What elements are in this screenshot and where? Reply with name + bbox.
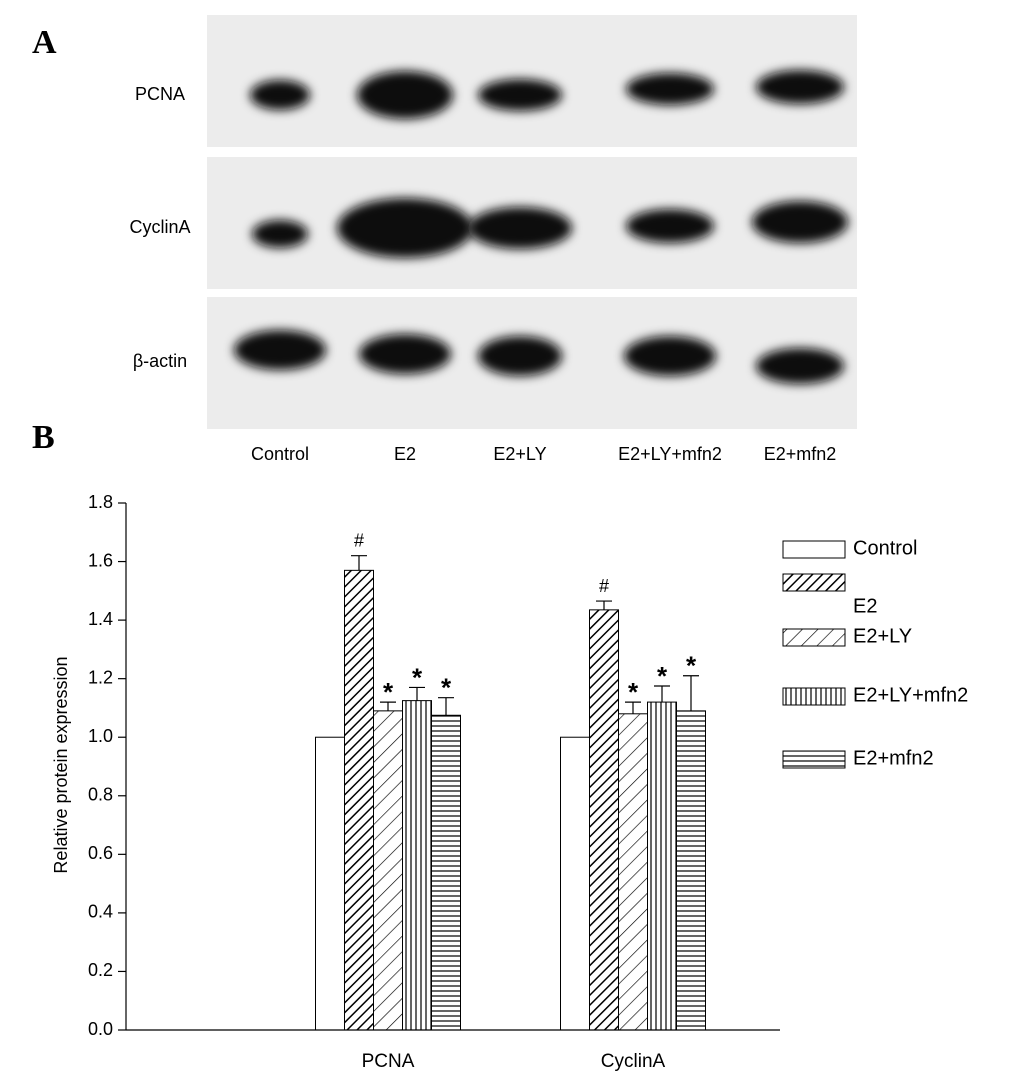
- panel-label: B: [32, 419, 55, 456]
- error-bar: [625, 701, 641, 714]
- bar: [315, 736, 345, 1031]
- significance-mark: #: [354, 530, 364, 550]
- bar: [676, 710, 706, 1031]
- blot-band: [478, 79, 562, 111]
- x-tick-label: PCNA: [362, 1051, 415, 1072]
- lane-label: E2: [394, 444, 416, 464]
- error-bar: [683, 675, 699, 711]
- legend-swatch: [782, 540, 846, 559]
- significance-mark: *: [383, 677, 394, 707]
- legend-label: E2: [853, 595, 877, 617]
- blot-band: [478, 336, 562, 376]
- error-bar: [596, 600, 612, 610]
- blot-row-label: β-actin: [133, 351, 187, 371]
- y-tick-label: 1.6: [88, 550, 113, 570]
- error-bar: [654, 685, 670, 703]
- blot-band: [337, 198, 473, 258]
- blot-band: [626, 73, 714, 105]
- lane-label: E2+mfn2: [764, 444, 837, 464]
- y-tick-label: 1.8: [88, 492, 113, 512]
- blot-band: [756, 348, 844, 384]
- bar: [560, 736, 590, 1031]
- blot-band: [359, 334, 451, 374]
- bar: [618, 713, 648, 1031]
- error-bar: [409, 686, 425, 701]
- lane-label: Control: [251, 444, 309, 464]
- y-tick-label: 1.2: [88, 667, 113, 687]
- legend-swatch: [782, 573, 846, 592]
- legend-label: E2+LY: [853, 625, 912, 647]
- blot-band: [756, 70, 844, 104]
- blot-band: [752, 201, 848, 243]
- bar: [344, 569, 374, 1031]
- blot-band: [250, 80, 310, 110]
- significance-mark: *: [657, 661, 668, 691]
- lane-label: E2+LY: [493, 444, 546, 464]
- legend-label: Control: [853, 537, 917, 559]
- legend-swatch: [782, 750, 846, 769]
- legend-swatch: [782, 687, 846, 706]
- blot-row-label: CyclinA: [129, 217, 190, 237]
- blot-row-label: PCNA: [135, 84, 185, 104]
- significance-mark: *: [628, 677, 639, 707]
- blot-band: [468, 207, 572, 249]
- bar: [647, 701, 677, 1031]
- significance-mark: *: [412, 662, 423, 692]
- x-tick-label: CyclinA: [601, 1051, 666, 1072]
- y-tick-label: 0.6: [88, 843, 113, 863]
- blot-band: [357, 71, 453, 119]
- y-tick-label: 1.0: [88, 726, 113, 746]
- lane-label: E2+LY+mfn2: [618, 444, 722, 464]
- error-bar: [438, 697, 454, 716]
- significance-mark: *: [686, 651, 697, 681]
- y-tick-label: 0.4: [88, 902, 113, 922]
- western-blot: PCNA CyclinA β-actin Control E2 E2+LY E2+LY+mf…: [129, 15, 857, 464]
- panel-label: A: [32, 24, 57, 61]
- bar-chart: 0.0 0.2 0.4 0.6 0.8 1.0 1.2 1.4 1.6 1.8 PCNA # * * * Cy…: [88, 492, 968, 1072]
- y-tick-label: 1.4: [88, 609, 113, 629]
- error-bar: [351, 555, 367, 571]
- y-tick-label: 0.2: [88, 960, 113, 980]
- blot-band: [234, 330, 326, 370]
- error-bar: [380, 701, 396, 711]
- bar: [431, 714, 461, 1031]
- bar: [589, 609, 619, 1031]
- significance-mark: *: [441, 673, 452, 703]
- legend-label: E2+LY+mfn2: [853, 684, 968, 706]
- blot-band: [626, 209, 714, 243]
- legend-swatch: [782, 628, 846, 647]
- significance-mark: #: [599, 576, 609, 596]
- blot-band: [624, 336, 716, 376]
- bar: [402, 700, 432, 1031]
- blot-band: [252, 220, 308, 248]
- y-axis-label: Relative protein expression: [51, 656, 71, 873]
- y-tick-label: 0.8: [88, 785, 113, 805]
- bar: [373, 710, 403, 1031]
- y-tick-label: 0.0: [88, 1019, 113, 1039]
- legend-label: E2+mfn2: [853, 747, 934, 769]
